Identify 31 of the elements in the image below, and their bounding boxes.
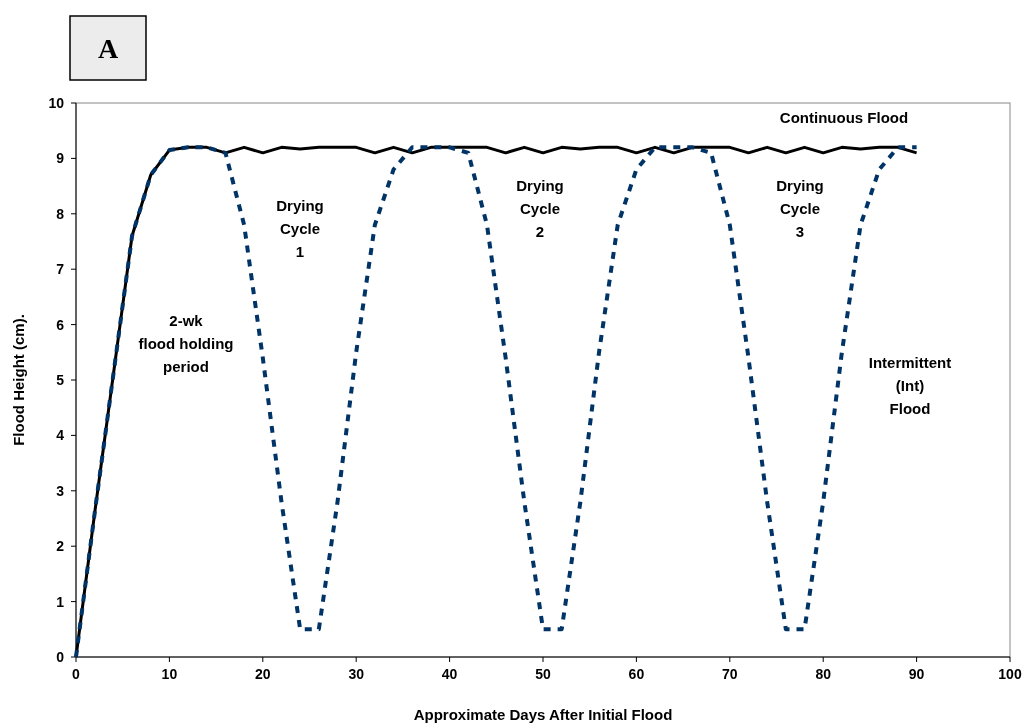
x-tick-label: 0: [72, 666, 81, 682]
series-label: Intermittent (Int) Flood: [868, 354, 952, 417]
x-axis-title: Approximate Days After Initial Flood: [413, 706, 673, 723]
annotation: Drying Cycle 1: [276, 197, 324, 260]
y-tick-label: 3: [56, 482, 65, 499]
x-tick-label: 50: [535, 666, 551, 682]
y-tick-label: 4: [56, 427, 65, 444]
annotation: Drying Cycle 2: [516, 177, 564, 240]
x-tick-label: 90: [908, 666, 925, 682]
series-label: Continuous Flood: [779, 109, 909, 126]
y-tick-label: 8: [56, 205, 65, 222]
annotation: Drying Cycle 3: [776, 177, 824, 240]
y-tick-label: 0: [56, 649, 65, 665]
y-tick-label: 5: [56, 372, 65, 388]
x-tick-label: 40: [441, 666, 458, 682]
x-tick-label: 30: [348, 666, 365, 682]
x-tick-label: 70: [722, 666, 738, 682]
annotation: 2-wk flood holding period: [138, 312, 234, 375]
x-tick-label: 60: [628, 666, 645, 682]
chart-title: A: [97, 33, 119, 64]
y-tick-label: 2: [56, 538, 65, 555]
x-tick-label: 100: [998, 666, 1022, 682]
y-tick-label: 1: [56, 593, 65, 610]
y-tick-label: 10: [48, 95, 65, 111]
x-tick-label: 80: [815, 666, 832, 682]
x-tick-label: 10: [161, 666, 178, 682]
y-tick-label: 9: [56, 150, 65, 167]
y-tick-label: 6: [56, 316, 65, 333]
x-tick-label: 20: [255, 666, 271, 682]
y-tick-label: 7: [56, 261, 65, 278]
y-axis-title: Flood Height (cm).: [10, 314, 27, 446]
